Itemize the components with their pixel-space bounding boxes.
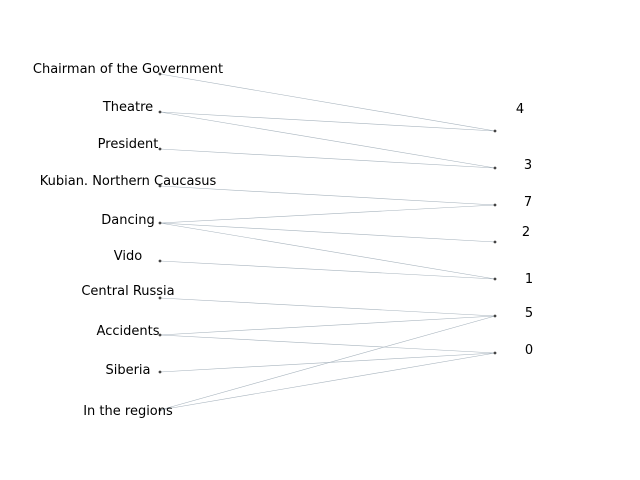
node-r7 bbox=[493, 203, 497, 207]
node-r3 bbox=[493, 166, 497, 170]
node-r2 bbox=[493, 240, 497, 244]
edge-dancing-r1 bbox=[159, 222, 496, 280]
left-label-accidents: Accidents bbox=[97, 324, 160, 339]
node-r5 bbox=[493, 314, 497, 318]
node-president bbox=[158, 147, 162, 151]
edge-chairman-r4 bbox=[159, 73, 496, 132]
edge-accidents-r0 bbox=[159, 334, 496, 354]
right-label-r1: 1 bbox=[525, 272, 533, 287]
edge-vido-r1 bbox=[159, 260, 496, 280]
edge-siberia-r0 bbox=[159, 352, 496, 373]
edge-kubian-r7 bbox=[159, 185, 496, 206]
node-vido bbox=[158, 259, 162, 263]
node-r1 bbox=[493, 277, 497, 281]
right-label-r7: 7 bbox=[524, 195, 532, 210]
left-label-central_russia: Central Russia bbox=[81, 284, 174, 299]
labels-layer: Chairman of the Government Theatre Preside… bbox=[33, 62, 533, 419]
edge-central_russia-r5 bbox=[159, 297, 496, 317]
left-label-chairman: Chairman of the Government bbox=[33, 62, 223, 77]
right-label-r0: 0 bbox=[525, 343, 533, 358]
right-label-r4: 4 bbox=[516, 102, 524, 117]
left-label-dancing: Dancing bbox=[101, 213, 154, 228]
node-central_russia bbox=[158, 296, 162, 300]
node-r4 bbox=[493, 129, 497, 133]
edge-dancing-r7 bbox=[159, 204, 496, 224]
node-r0 bbox=[493, 351, 497, 355]
right-label-r3: 3 bbox=[524, 158, 532, 173]
node-theatre bbox=[158, 110, 162, 114]
right-label-r5: 5 bbox=[525, 306, 533, 321]
nodes-layer bbox=[158, 72, 497, 412]
edge-regions-r5 bbox=[159, 315, 496, 411]
left-label-regions: In the regions bbox=[83, 404, 173, 419]
node-accidents bbox=[158, 333, 162, 337]
left-label-kubian: Kubian. Northern Caucasus bbox=[40, 174, 217, 189]
node-dancing bbox=[158, 221, 162, 225]
left-label-president: President bbox=[98, 137, 159, 152]
node-chairman bbox=[158, 72, 162, 76]
edge-accidents-r5 bbox=[159, 315, 496, 336]
left-label-vido: Vido bbox=[114, 249, 142, 264]
node-regions bbox=[158, 408, 162, 412]
node-kubian bbox=[158, 184, 162, 188]
node-siberia bbox=[158, 370, 162, 374]
left-label-siberia: Siberia bbox=[105, 363, 150, 378]
edge-dancing-r2 bbox=[159, 222, 496, 243]
right-label-r2: 2 bbox=[522, 225, 530, 240]
edges-layer bbox=[159, 73, 496, 411]
edge-theatre-r4 bbox=[159, 111, 496, 132]
edge-regions-r0 bbox=[159, 352, 496, 411]
edge-theatre-r3 bbox=[159, 111, 496, 169]
left-label-theatre: Theatre bbox=[102, 100, 153, 115]
edge-president-r3 bbox=[159, 148, 496, 169]
